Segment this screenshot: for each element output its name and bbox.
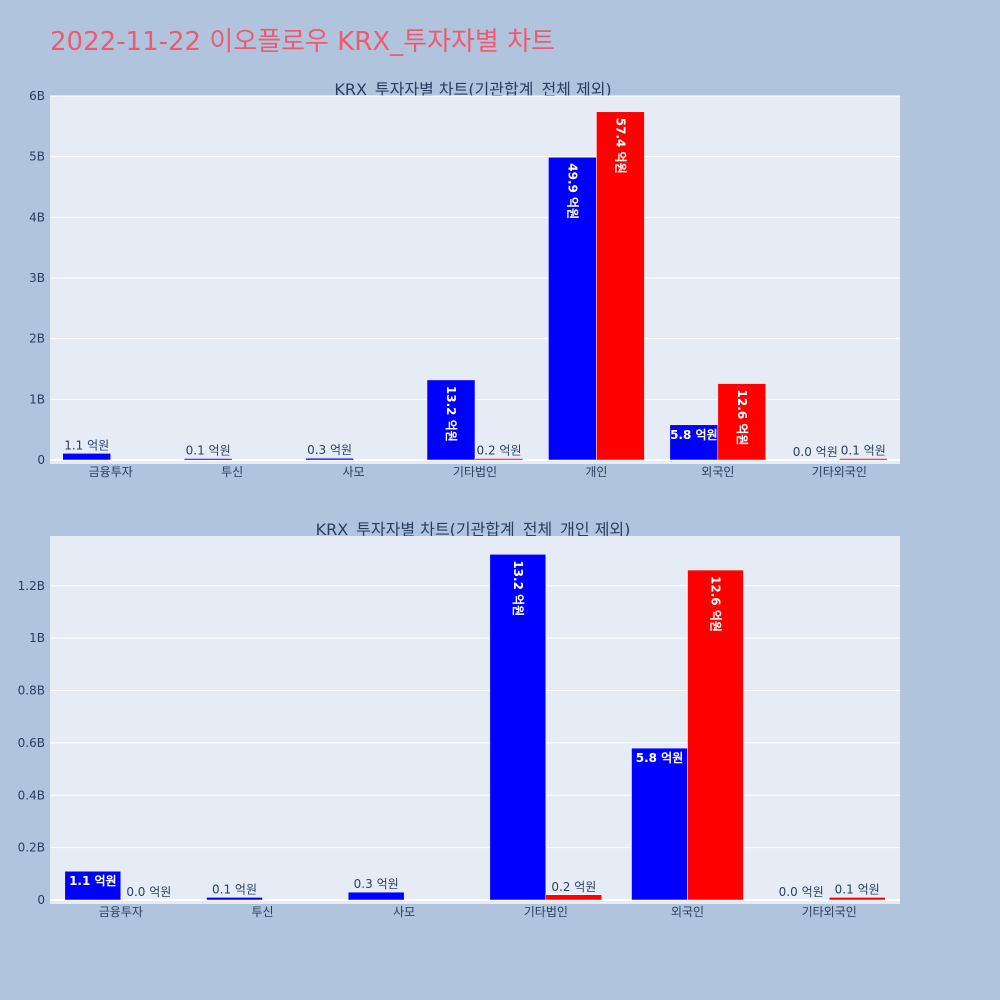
y-tick-label: 0.8B (18, 684, 45, 698)
data-label: 12.6 억원 (735, 390, 749, 446)
y-tick-label: 6B (29, 89, 45, 103)
y-tick-label: 0.2B (18, 841, 45, 855)
bar (62, 453, 111, 461)
data-label: 0.1 억원 (841, 444, 886, 458)
bar (474, 458, 524, 461)
x-tick-label: 사모 (393, 905, 415, 919)
data-label: 1.1 억원 (69, 874, 117, 888)
data-label: 0.2 억원 (477, 444, 522, 458)
y-tick-label: 1B (29, 631, 45, 645)
chart-1: 0 1B 2B 3B 4B 5B 6B 금융투자 투신 사모 기타법인 개인 외국인 기타외국인 1.1 억… (29, 89, 900, 479)
data-label: 49.9 억원 (565, 163, 579, 219)
data-label: 0.3 억원 (354, 877, 399, 891)
x-tick-label: 사모 (343, 465, 365, 479)
data-label: 5.8 억원 (636, 751, 684, 765)
data-label: 57.4 억원 (613, 118, 627, 174)
data-label: 0.1 억원 (212, 882, 257, 896)
y-tick-label: 3B (29, 271, 45, 285)
bar (206, 897, 263, 901)
y-tick-label: 0.4B (18, 788, 45, 802)
bar (426, 379, 476, 461)
y-tick-label: 1B (29, 392, 45, 406)
bar (183, 458, 233, 461)
y-tick-label: 1.2B (18, 579, 45, 593)
data-label: 0.1 억원 (835, 882, 880, 896)
x-tick-label: 투신 (251, 905, 273, 919)
x-tick-label: 개인 (585, 465, 607, 479)
bar (596, 111, 645, 461)
data-label: 13.2 억원 (511, 560, 525, 616)
bar (548, 157, 597, 461)
bar (631, 747, 688, 901)
y-tick-label: 0 (37, 893, 45, 907)
y-tick-label: 0.6B (18, 736, 45, 750)
y-tick-label: 4B (29, 210, 45, 224)
bar (687, 569, 744, 901)
x-tick-label: 금융투자 (89, 465, 133, 479)
x-tick-label: 기타외국인 (802, 905, 857, 919)
x-tick-label: 기타법인 (453, 465, 497, 479)
data-label: 13.2 억원 (444, 386, 458, 442)
data-label: 0.1 억원 (186, 444, 231, 458)
bar (489, 554, 547, 901)
data-label: 0.0 억원 (793, 445, 838, 459)
data-label: 0.2 억원 (551, 880, 596, 894)
x-tick-label: 금융투자 (99, 905, 143, 919)
chart-2: 0 0.2B 0.4B 0.6B 0.8B 1B 1.2B 금융투자 투신 사모 기타법인 외국인 기타… (18, 536, 900, 919)
plot-area (50, 536, 900, 904)
data-label: 5.8 억원 (670, 428, 718, 442)
data-label: 1.1 억원 (64, 438, 109, 452)
chart-1-title: KRX_투자자별 차트(기관합계_전체 제외) (334, 80, 611, 100)
data-label: 0.3 억원 (307, 443, 352, 457)
y-tick-label: 0 (37, 453, 45, 467)
bar (839, 458, 888, 461)
bar (545, 894, 603, 901)
y-tick-label: 5B (29, 150, 45, 164)
x-tick-label: 외국인 (671, 905, 704, 919)
chart-2-title: KRX_투자자별 차트(기관합계_전체_개인 제외) (316, 520, 631, 540)
data-label: 12.6 억원 (709, 576, 723, 632)
bar (64, 870, 122, 901)
x-tick-label: 외국인 (701, 465, 734, 479)
bar (305, 457, 354, 461)
page-title: 2022-11-22 이오플로우 KRX_투자자별 차트 (50, 27, 555, 57)
x-tick-label: 기타법인 (524, 905, 568, 919)
y-tick-label: 2B (29, 332, 45, 346)
x-tick-label: 기타외국인 (812, 465, 867, 479)
x-tick-label: 투신 (221, 465, 243, 479)
bar (347, 891, 405, 901)
data-label: 0.0 억원 (779, 885, 824, 899)
data-label: 0.0 억원 (126, 885, 171, 899)
bar (828, 897, 886, 901)
bar (669, 424, 719, 461)
bar (717, 383, 767, 461)
